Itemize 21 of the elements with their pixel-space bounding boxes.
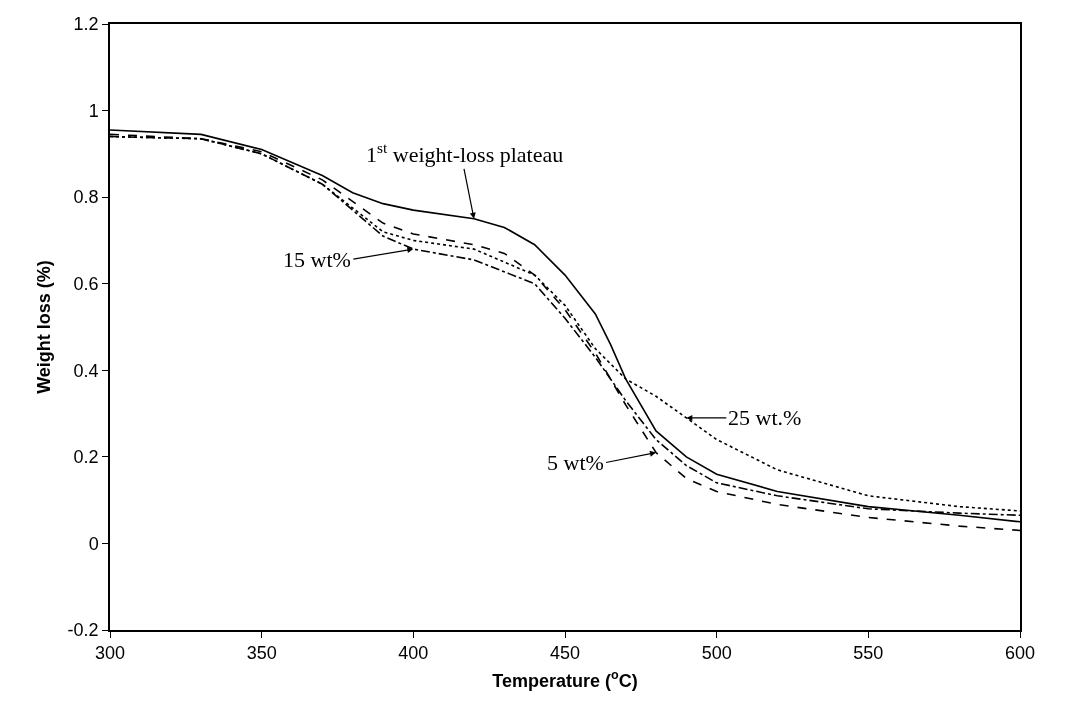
x-tick-label: 450 [549, 643, 581, 664]
y-tick-label: 0 [88, 533, 99, 554]
y-tick-label: 0.4 [73, 360, 99, 381]
x-tick-label: 550 [853, 643, 884, 664]
annotation: 15 wt% [283, 247, 351, 272]
annotation: 5 wt% [547, 450, 604, 475]
x-axis-title: Temperature ($^{o}$C) [492, 668, 638, 691]
y-tick-label: -0.2 [67, 620, 99, 641]
x-tick-label: 500 [701, 643, 732, 664]
x-tick-label: 600 [1004, 643, 1036, 664]
x-tick-label: 350 [246, 643, 277, 664]
y-tick-label: 0.2 [73, 447, 99, 468]
y-tick-label: 1 [88, 100, 99, 121]
y-tick-label: 1.2 [73, 14, 99, 35]
x-tick-label: 300 [94, 643, 126, 664]
y-tick-label: 0.8 [73, 187, 99, 208]
y-axis-title: Weight loss (%) [34, 260, 55, 394]
y-tick-label: 0.6 [73, 274, 99, 295]
annotation: 25 wt.% [728, 405, 802, 430]
x-tick-label: 400 [398, 643, 429, 664]
annotation: 1$^{st}$ weight-loss plateau [366, 139, 564, 168]
